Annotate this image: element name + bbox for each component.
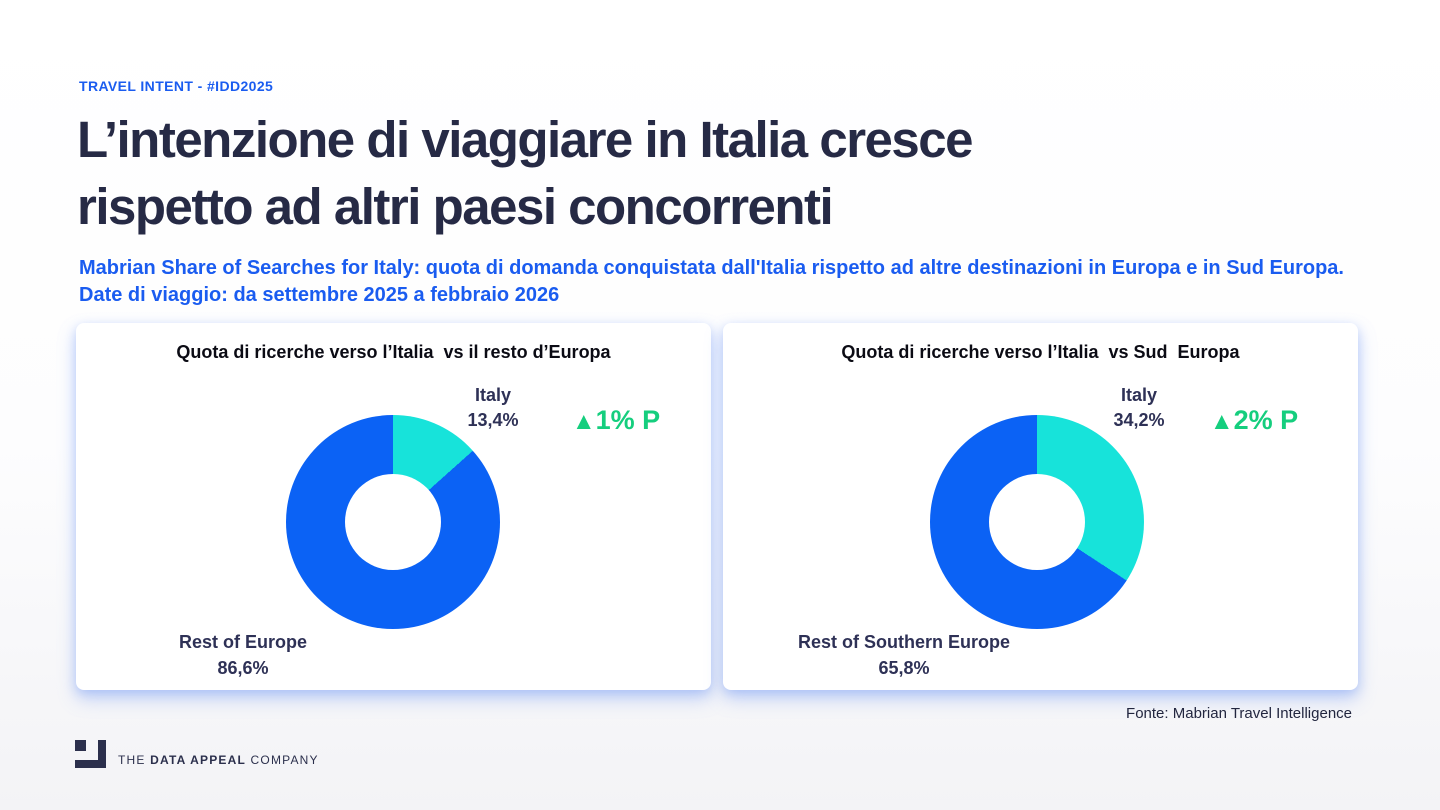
slice-name: Rest of Europe	[178, 632, 307, 652]
page-title-line2: rispetto ad altri paesi concorrenti	[77, 178, 834, 235]
data-appeal-logo-icon	[75, 740, 106, 768]
donut-chart-southern-europe	[930, 415, 1144, 629]
triangle-up-icon: ▲	[571, 408, 596, 435]
slice-name: Rest of Southern Europe	[797, 632, 1010, 652]
source-note: Fonte: Mabrian Travel Intelligence	[1126, 705, 1352, 722]
eyebrow-label: TRAVEL INTENT - #IDD2025	[79, 78, 274, 94]
slice-name: Italy	[474, 385, 512, 405]
delta-badge: ▲2% P	[1189, 405, 1319, 436]
donut-chart-europe	[286, 415, 500, 629]
chart-title: Quota di ricerche verso l’Italia vs il r…	[176, 342, 611, 362]
slice-value: 34,2%	[1113, 410, 1165, 430]
page-subtitle: Mabrian Share of Searches for Italy: quo…	[79, 257, 1344, 306]
data-appeal-logo-text: THE DATA APPEAL COMPANY	[118, 753, 319, 767]
data-appeal-logo: THE DATA APPEAL COMPANY	[75, 740, 319, 768]
chart-title: Quota di ricerche verso l’Italia vs Sud …	[841, 342, 1240, 362]
slice-value: 86,6%	[217, 658, 269, 678]
donut-hole	[989, 474, 1085, 570]
slice-value: 65,8%	[878, 658, 930, 678]
delta-badge: ▲1% P	[551, 405, 681, 436]
slice-label-rest-of-southern-europe: Rest of Southern Europe 65,8%	[754, 629, 1054, 681]
slice-value: 13,4%	[467, 410, 519, 430]
delta-value: 1% P	[595, 405, 661, 435]
triangle-up-icon: ▲	[1209, 408, 1234, 435]
chart-card-southern-europe: Quota di ricerche verso l’Italia vs Sud …	[723, 323, 1358, 690]
slice-name: Italy	[1120, 385, 1158, 405]
page-title: L’intenzione di viaggiare in Italia cres…	[77, 106, 1377, 240]
slice-label-rest-of-europe: Rest of Europe 86,6%	[123, 629, 363, 681]
slice-label-italy: Italy 34,2%	[1074, 383, 1204, 433]
page-title-line1: L’intenzione di viaggiare in Italia cres…	[77, 111, 974, 168]
delta-value: 2% P	[1233, 405, 1299, 435]
slice-label-italy: Italy 13,4%	[428, 383, 558, 433]
donut-hole	[345, 474, 441, 570]
chart-card-europe: Quota di ricerche verso l’Italia vs il r…	[76, 323, 711, 690]
